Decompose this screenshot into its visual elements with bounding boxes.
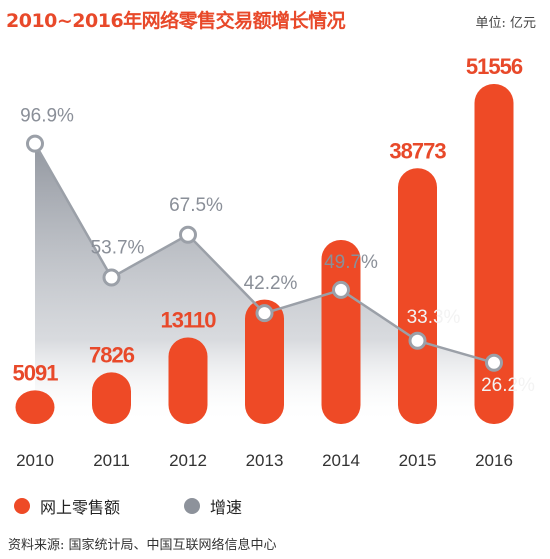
legend-swatch-retail <box>14 498 30 514</box>
x-tick-label-2013: 2013 <box>246 451 284 470</box>
growth-label-2011: 53.7% <box>91 238 145 259</box>
growth-label-2012: 67.5% <box>169 195 223 216</box>
x-tick-label-2015: 2015 <box>399 451 437 470</box>
growth-label-2016: 26.2% <box>481 375 535 396</box>
legend-swatch-growth <box>184 498 201 514</box>
growth-point-2013 <box>255 304 274 323</box>
growth-label-2013: 42.2% <box>244 273 298 294</box>
legend-item-growth: 增速 <box>184 494 242 518</box>
growth-area <box>35 143 494 425</box>
growth-point-2011 <box>102 268 121 287</box>
growth-label-2015: 33.3% <box>407 307 461 328</box>
bar-2010 <box>15 390 55 424</box>
source-note: 资料来源: 国家统计局、中国互联网络信息中心 <box>8 538 277 553</box>
chart-title: 2010~2016年网络零售交易额增长情况 <box>6 10 346 32</box>
growth-point-2010 <box>26 134 44 153</box>
bar-2012 <box>168 337 208 424</box>
bar-2011 <box>92 372 131 424</box>
x-tick-label-2014: 2014 <box>322 451 360 470</box>
bar-value-label-2012: 13110 <box>161 308 217 333</box>
growth-label-2014: 49.7% <box>324 252 378 273</box>
legend-item-retail: 网上零售额 <box>14 494 120 518</box>
bar-2015 <box>398 168 437 424</box>
chart: 5091 7826 13110 38773 51556 96.9% 53.7% 67.5% 42… <box>13 54 536 470</box>
growth-point-2016 <box>485 353 503 372</box>
bar-value-label-2016: 51556 <box>466 54 523 79</box>
unit-label: 单位: 亿元 <box>475 16 536 31</box>
growth-point-2015 <box>408 331 427 350</box>
bar-2013 <box>245 299 284 424</box>
legend-label-growth: 增速 <box>210 498 243 517</box>
legend-label-retail: 网上零售额 <box>40 498 121 517</box>
bar-2016 <box>474 84 514 424</box>
bar-value-label-2010: 5091 <box>13 360 59 385</box>
growth-label-2010: 96.9% <box>20 106 74 127</box>
x-tick-label-2010: 2010 <box>16 451 54 470</box>
bar-value-label-2015: 38773 <box>389 138 446 163</box>
bar-2014 <box>321 240 361 424</box>
bar-value-label-2011: 7826 <box>89 342 135 367</box>
x-tick-label-2011: 2011 <box>93 451 130 470</box>
x-tick-label-2016: 2016 <box>475 451 513 470</box>
legend: 网上零售额 增速 <box>14 494 306 518</box>
growth-point-2014 <box>332 280 350 299</box>
growth-point-2012 <box>179 225 197 244</box>
x-tick-label-2012: 2012 <box>169 451 207 470</box>
